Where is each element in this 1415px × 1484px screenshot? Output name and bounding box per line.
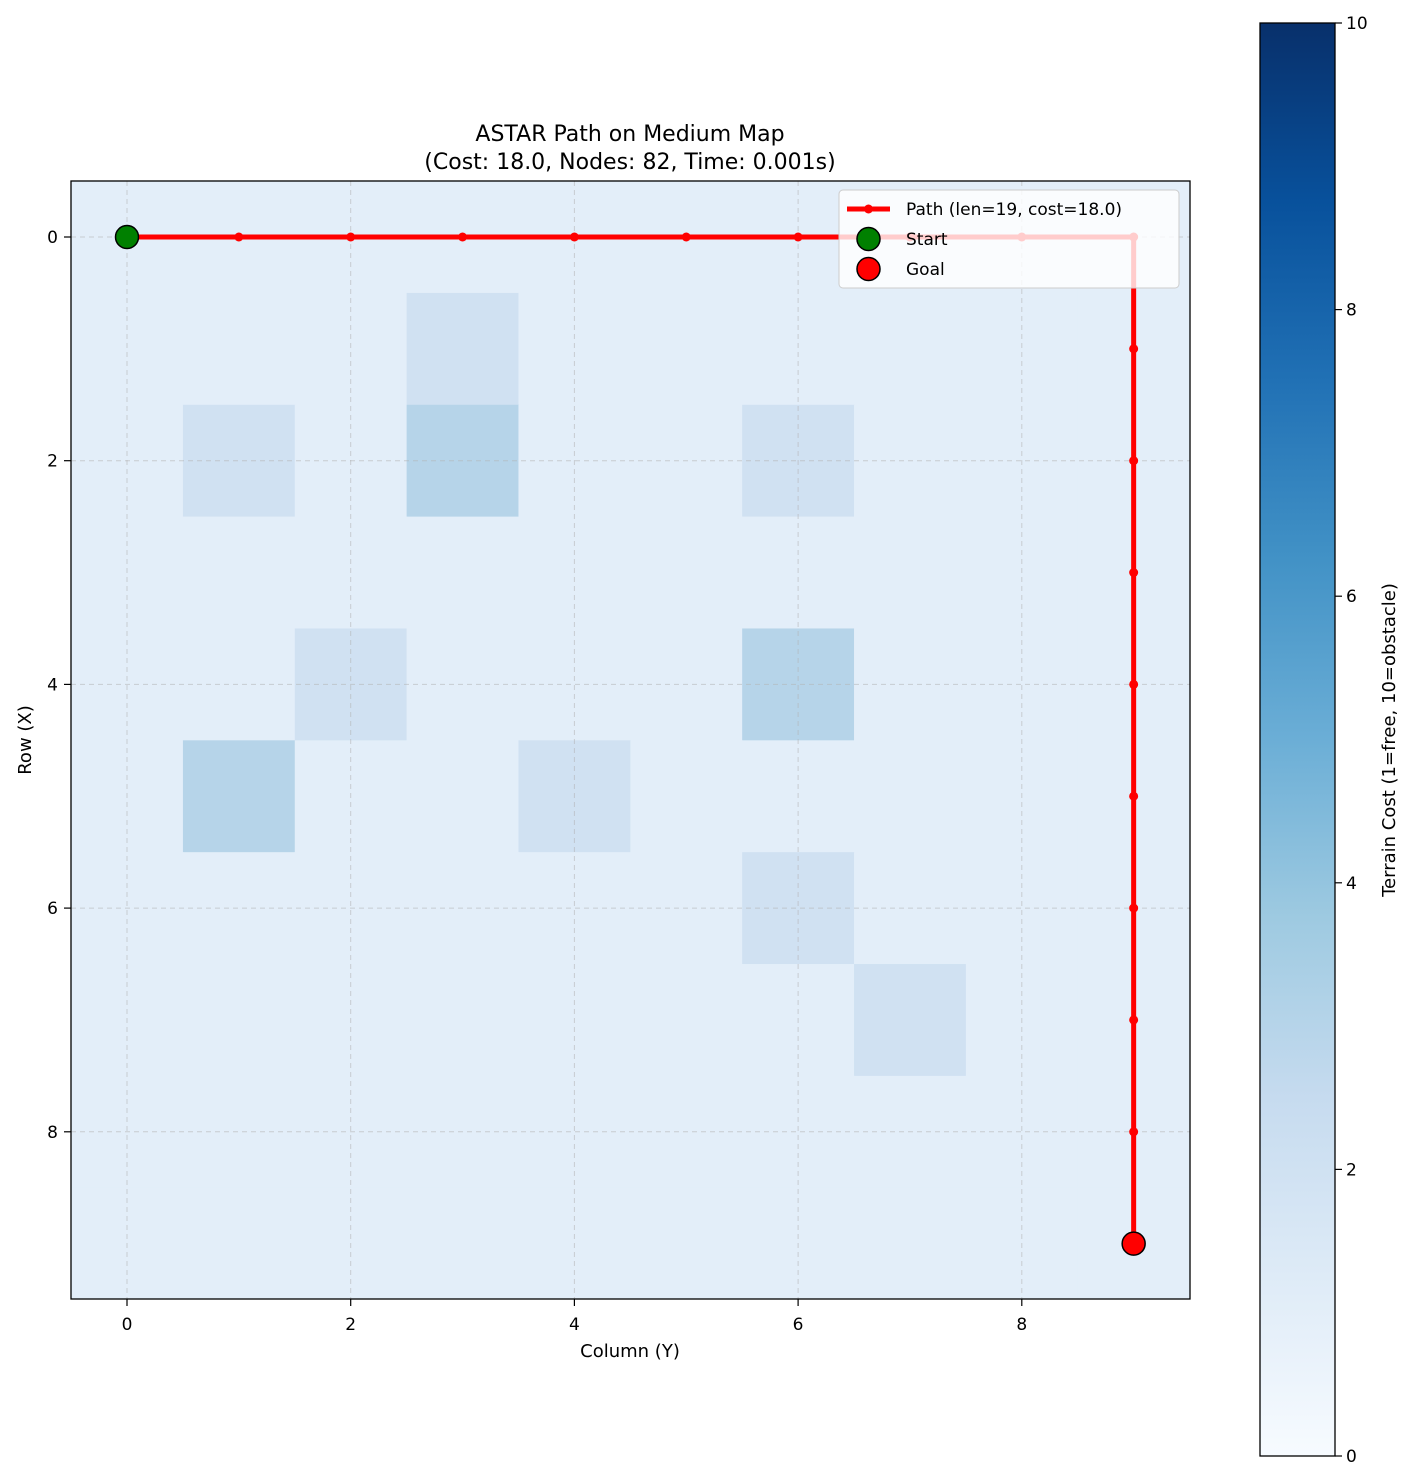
y-axis-ticks: 0 2 4 6 8 — [47, 228, 71, 1143]
x-tick-label: 2 — [345, 1315, 356, 1335]
path-point — [1129, 791, 1139, 801]
legend-path-label: Path (len=19, cost=18.0) — [906, 200, 1122, 220]
terrain-cell — [630, 1187, 743, 1299]
y-tick-label: 0 — [47, 228, 58, 248]
y-tick-label: 2 — [47, 452, 58, 472]
terrain-cell — [854, 964, 967, 1077]
goal-marker — [1121, 1231, 1146, 1256]
terrain-cell — [406, 1187, 520, 1299]
plot-frame — [70, 180, 1191, 1300]
colorbar-tick-label: 4 — [1346, 874, 1357, 894]
colorbar — [1259, 22, 1336, 1457]
path-point — [458, 232, 468, 242]
chart-subtitle: (Cost: 18.0, Nodes: 82, Time: 0.001s) — [424, 150, 835, 175]
terrain-cell — [854, 516, 967, 630]
terrain-cell — [406, 516, 520, 630]
legend-goal-marker — [856, 256, 881, 282]
colorbar-tick-label: 0 — [1346, 1447, 1357, 1467]
path-point — [1129, 568, 1139, 578]
terrain-cell — [182, 1187, 296, 1299]
path-point — [569, 232, 579, 242]
colorbar-tick-label: 10 — [1346, 14, 1368, 34]
terrain-cell — [182, 292, 296, 406]
path-point — [1129, 1015, 1139, 1025]
path-point — [1129, 1127, 1139, 1137]
endpoint-markers — [114, 224, 1146, 1256]
terrain-cell — [630, 516, 743, 630]
start-marker — [114, 224, 140, 250]
terrain-cell — [854, 1187, 967, 1299]
x-axis-ticks: 0 2 4 6 8 — [122, 1299, 1027, 1335]
legend-start-marker — [856, 226, 881, 252]
y-tick-label: 6 — [47, 899, 58, 919]
colorbar-tick-label: 6 — [1346, 587, 1357, 607]
legend-start-label: Start — [906, 230, 948, 250]
x-tick-label: 8 — [1016, 1315, 1027, 1335]
terrain-cell — [182, 516, 296, 630]
path-point — [681, 232, 691, 242]
path-point — [1129, 344, 1139, 354]
chart-title: ASTAR Path on Medium Map — [475, 122, 784, 147]
terrain-cell — [182, 964, 296, 1077]
terrain-cell — [630, 292, 743, 406]
path-point — [793, 232, 803, 242]
x-tick-label: 4 — [569, 1315, 580, 1335]
legend-goal-label: Goal — [906, 260, 945, 280]
terrain-cell — [406, 740, 520, 853]
legend-path-marker — [864, 204, 873, 214]
terrain-cell — [406, 292, 520, 406]
legend: Path (len=19, cost=18.0) Start Goal — [838, 189, 1180, 289]
legend-box — [838, 189, 1180, 289]
x-axis-label: Column (Y) — [580, 1341, 680, 1362]
y-axis-label: Row (X) — [15, 705, 36, 775]
colorbar-tick-label: 2 — [1346, 1160, 1357, 1180]
terrain-cell — [854, 740, 967, 853]
x-tick-label: 6 — [793, 1315, 804, 1335]
terrain-cell — [630, 964, 743, 1077]
y-tick-label: 4 — [47, 675, 58, 695]
terrain-cell — [630, 740, 743, 853]
colorbar-ticks: 0 2 4 6 8 10 — [1335, 14, 1368, 1467]
terrain-cell — [406, 964, 520, 1077]
terrain-cell — [742, 852, 855, 965]
terrain-cell — [854, 292, 967, 406]
x-tick-label: 0 — [122, 1315, 133, 1335]
y-tick-label: 8 — [47, 1123, 58, 1143]
path-point — [1129, 456, 1139, 466]
terrain-heatmap — [71, 181, 1190, 1299]
path-point — [346, 232, 356, 242]
terrain-cell — [182, 740, 296, 853]
path-point — [234, 232, 244, 242]
colorbar-tick-label: 8 — [1346, 301, 1357, 321]
colorbar-label: Terrain Cost (1=free, 10=obstacle) — [1379, 583, 1400, 898]
path-point — [1129, 679, 1139, 689]
path-point — [1129, 903, 1139, 913]
